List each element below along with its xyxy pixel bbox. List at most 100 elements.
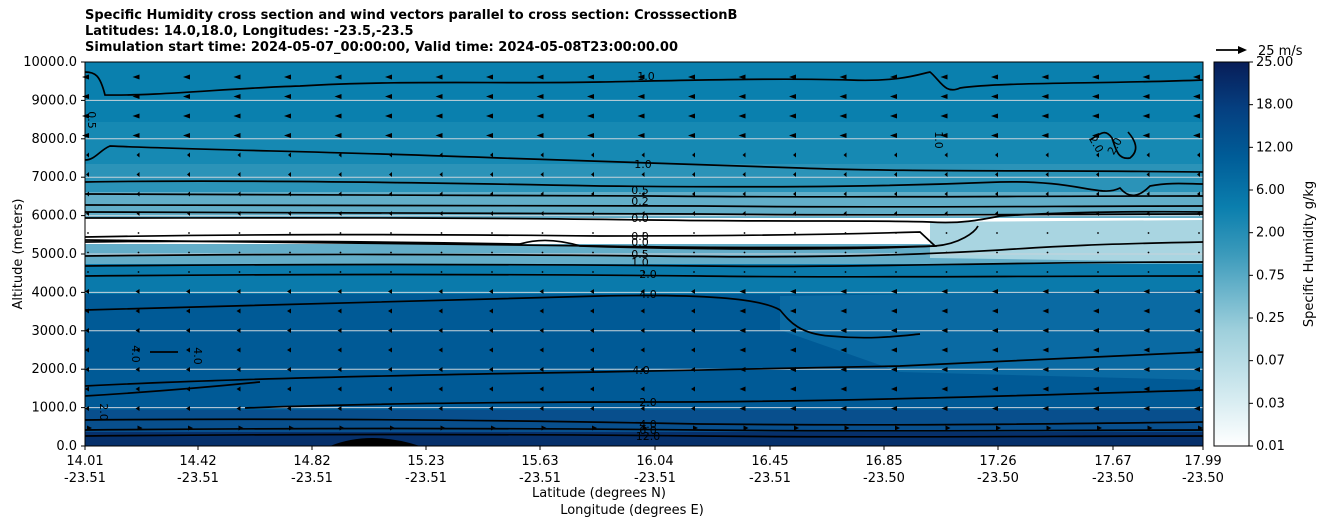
wind-vector (136, 172, 140, 177)
wind-vector (640, 386, 645, 392)
wind-vector (135, 386, 140, 392)
wind-vector (288, 211, 291, 216)
wind-vector (743, 232, 746, 234)
wind-vector (440, 232, 443, 234)
wind-vector (236, 328, 241, 333)
wind-vector (891, 289, 897, 294)
wind-vector (1146, 172, 1150, 177)
wind-vector (238, 425, 244, 431)
contour-label: 6.0 (639, 424, 657, 437)
colorbar-tick-label: 6.00 (1256, 183, 1285, 198)
wind-vector (86, 211, 89, 216)
wind-vector (1147, 425, 1153, 431)
wind-vector (691, 367, 695, 372)
wind-vector (587, 94, 594, 99)
wind-vector (688, 113, 695, 119)
wind-vector (793, 211, 796, 216)
wind-vector (945, 251, 948, 254)
wind-vector (438, 308, 443, 314)
wind-vector (640, 406, 645, 411)
contour-label: 0.0 (631, 212, 649, 225)
wind-vector (1096, 172, 1099, 177)
y-tick-label: 6000.0 (32, 209, 78, 224)
wind-vector (1147, 251, 1150, 254)
wind-vector (135, 289, 140, 294)
wind-vector (843, 172, 847, 177)
wind-vector (789, 94, 796, 99)
wind-vector (385, 94, 392, 99)
wind-vector (1046, 232, 1049, 234)
wind-vector (894, 191, 897, 197)
wind-vector (1041, 94, 1049, 99)
wind-vector (890, 133, 897, 138)
x-tick-label-lat: 14.82 (293, 454, 330, 469)
wind-vectors (82, 74, 1203, 431)
wind-vector (895, 232, 897, 234)
wind-vector (894, 211, 897, 216)
wind-vector (844, 271, 847, 273)
wind-vector (1197, 172, 1200, 177)
x-tick-label-lon: -23.50 (863, 471, 905, 486)
y-axis-label: Altitude (meters) (11, 199, 26, 310)
wind-vector (641, 152, 645, 158)
wind-vector (136, 152, 140, 158)
wind-vector (187, 191, 190, 197)
wind-vector (334, 113, 342, 119)
wind-vector (944, 172, 948, 177)
wind-vector (839, 74, 847, 80)
wind-vector (641, 172, 645, 177)
wind-vector (491, 271, 493, 273)
wind-vector (1045, 152, 1049, 158)
wind-vector (637, 113, 645, 119)
wind-vector (287, 289, 291, 294)
wind-vector (287, 328, 291, 333)
wind-vector (1097, 425, 1102, 431)
wind-vector (637, 133, 645, 138)
wind-vector (743, 251, 746, 254)
wind-vector (1092, 113, 1099, 119)
wind-vector (85, 347, 89, 353)
wind-vector (1093, 328, 1099, 333)
wind-vector (388, 328, 392, 333)
wind-vector (940, 94, 948, 99)
wind-vector (793, 172, 796, 177)
x-tick-label-lat: 15.23 (407, 454, 444, 469)
wind-vector (591, 191, 594, 197)
wind-vector (137, 271, 140, 273)
wind-vector (1198, 232, 1200, 234)
wind-vector (1097, 271, 1099, 273)
wind-vector (1146, 211, 1150, 216)
wind-vector (995, 152, 998, 158)
wind-vector (233, 113, 241, 119)
contour-label: 2.0 (639, 396, 657, 409)
wind-vector (1143, 328, 1150, 333)
wind-vector (238, 251, 241, 254)
wind-vector (186, 347, 190, 353)
wind-vector (541, 271, 544, 273)
wind-vector (337, 367, 342, 372)
colorbar-tick-label: 0.75 (1256, 268, 1285, 283)
wind-vector (284, 133, 291, 138)
wind-vector (1194, 386, 1200, 392)
contour-label: 0.0 (631, 230, 649, 243)
colorbar-tick-label: 0.03 (1256, 396, 1285, 411)
wind-vector (590, 367, 594, 372)
wind-vector (1092, 94, 1099, 99)
wind-vector (132, 113, 140, 119)
wind-vector (1193, 113, 1200, 119)
wind-vector (334, 133, 342, 138)
wind-vector (183, 74, 190, 80)
wind-vector (1042, 347, 1049, 353)
wind-vector (1146, 191, 1150, 197)
contour-label: 1.0 (932, 131, 945, 149)
wind-vector (338, 172, 342, 177)
quiver-key-arrowhead (1238, 46, 1247, 54)
wind-vector (338, 191, 342, 197)
wind-vector (992, 406, 998, 411)
wind-vector (587, 113, 594, 119)
wind-vector (188, 232, 190, 234)
y-tick-label: 5000.0 (32, 247, 78, 262)
wind-vector (289, 232, 291, 234)
wind-vector (1046, 251, 1049, 254)
